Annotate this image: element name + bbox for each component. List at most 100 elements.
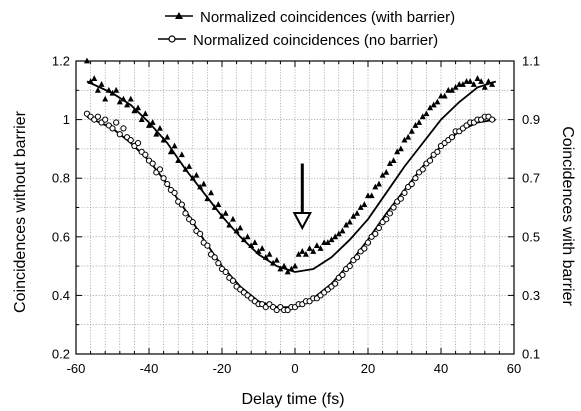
data-point-triangle: [153, 130, 160, 137]
data-point-triangle: [244, 233, 251, 240]
data-point-triangle: [302, 250, 309, 257]
data-point-triangle: [474, 75, 481, 81]
data-point-triangle: [164, 133, 171, 140]
data-point-triangle: [135, 104, 142, 111]
data-point-triangle: [91, 75, 98, 81]
data-point-circle: [339, 271, 346, 278]
data-point-triangle: [200, 180, 207, 187]
data-point-triangle: [372, 183, 379, 190]
data-point-triangle: [328, 236, 335, 243]
plot-frame: [75, 60, 515, 355]
data-point-triangle: [379, 171, 386, 178]
data-point-triangle: [284, 268, 291, 275]
data-point-triangle: [240, 236, 247, 243]
data-point-circle: [94, 113, 102, 120]
data-point-triangle: [193, 171, 200, 178]
data-point-circle: [189, 219, 196, 226]
data-point-triangle: [292, 262, 298, 269]
data-point-circle: [116, 131, 123, 138]
data-point-triangle: [295, 250, 302, 257]
data-point-circle: [419, 166, 426, 173]
data-point-triangle: [357, 204, 364, 210]
data-point-triangle: [178, 151, 185, 158]
data-point-triangle: [87, 78, 94, 84]
data-point-circle: [353, 254, 361, 261]
data-point-triangle: [448, 86, 455, 93]
data-point-triangle: [142, 110, 149, 117]
data-point-triangle: [306, 245, 313, 251]
data-point-triangle: [470, 81, 477, 87]
x-tick-label: 40: [434, 361, 448, 376]
data-point-triangle: [237, 224, 244, 231]
data-point-triangle: [452, 83, 459, 90]
data-point-circle: [215, 260, 222, 267]
data-point-triangle: [175, 157, 182, 164]
data-point-triangle: [310, 248, 317, 254]
data-point-circle: [222, 268, 229, 276]
data-point-triangle: [208, 189, 215, 196]
data-point-triangle: [383, 168, 390, 175]
data-point-circle: [197, 230, 204, 237]
data-point-triangle: [251, 239, 258, 246]
data-point-triangle: [211, 204, 218, 210]
data-point-circle: [204, 242, 211, 249]
data-point-triangle: [459, 81, 466, 87]
data-point-triangle: [182, 166, 189, 172]
data-point-triangle: [288, 265, 295, 272]
data-point-triangle: [419, 113, 426, 120]
data-point-circle: [489, 116, 496, 123]
data-point-triangle: [408, 127, 415, 134]
data-point-circle: [434, 148, 441, 155]
x-tick-label: 60: [507, 361, 521, 376]
y-tick-label-left: 0.2: [52, 347, 70, 362]
y-tick-label-right: 0.5: [522, 229, 540, 244]
data-point-circle: [211, 254, 218, 261]
data-point-circle: [102, 116, 109, 123]
data-point-triangle: [127, 95, 134, 102]
data-point-circle: [448, 134, 456, 141]
data-point-triangle: [102, 95, 109, 102]
data-point-triangle: [394, 148, 401, 155]
data-point-triangle: [277, 265, 284, 272]
data-point-circle: [164, 180, 171, 188]
data-point-triangle: [262, 253, 269, 260]
data-point-triangle: [233, 227, 240, 234]
data-point-triangle: [204, 195, 211, 202]
data-point-triangle: [259, 245, 266, 251]
data-point-triangle: [120, 95, 127, 102]
data-point-triangle: [186, 163, 193, 169]
data-point-triangle: [189, 174, 196, 181]
data-point-triangle: [434, 98, 441, 105]
data-point-triangle: [98, 81, 105, 87]
data-point-triangle: [441, 92, 448, 99]
x-tick-label: -40: [140, 361, 159, 376]
y-tick-label-left: 1.2: [52, 54, 70, 69]
data-point-triangle: [489, 81, 496, 87]
data-point-triangle: [248, 242, 255, 248]
data-point-triangle: [116, 98, 123, 105]
data-point-triangle: [412, 122, 419, 128]
data-point-circle: [171, 189, 178, 196]
data-point-triangle: [354, 209, 361, 216]
data-point-triangle: [401, 136, 408, 143]
x-tick-label: 0: [291, 361, 298, 376]
data-point-triangle: [171, 142, 178, 149]
y-tick-label-left: 0.6: [52, 229, 70, 244]
y-axis-label-left: Coincidences without barrier: [12, 110, 29, 313]
data-point-triangle: [430, 101, 437, 108]
data-point-triangle: [149, 119, 156, 125]
data-point-triangle: [215, 201, 222, 207]
data-point-triangle: [222, 209, 229, 216]
data-point-triangle: [167, 148, 174, 155]
data-point-circle: [397, 195, 404, 202]
data-point-triangle: [131, 107, 138, 114]
data-point-triangle: [266, 250, 273, 257]
y-tick-label-right: 0.1: [522, 347, 540, 362]
data-point-triangle: [467, 78, 474, 84]
y-tick-label-left: 0.4: [52, 288, 70, 303]
data-point-circle: [229, 277, 237, 284]
data-point-triangle: [109, 89, 116, 96]
x-tick-label: -60: [67, 361, 86, 376]
data-point-triangle: [229, 215, 236, 222]
fit-curve-no-barrier: [86, 115, 496, 309]
